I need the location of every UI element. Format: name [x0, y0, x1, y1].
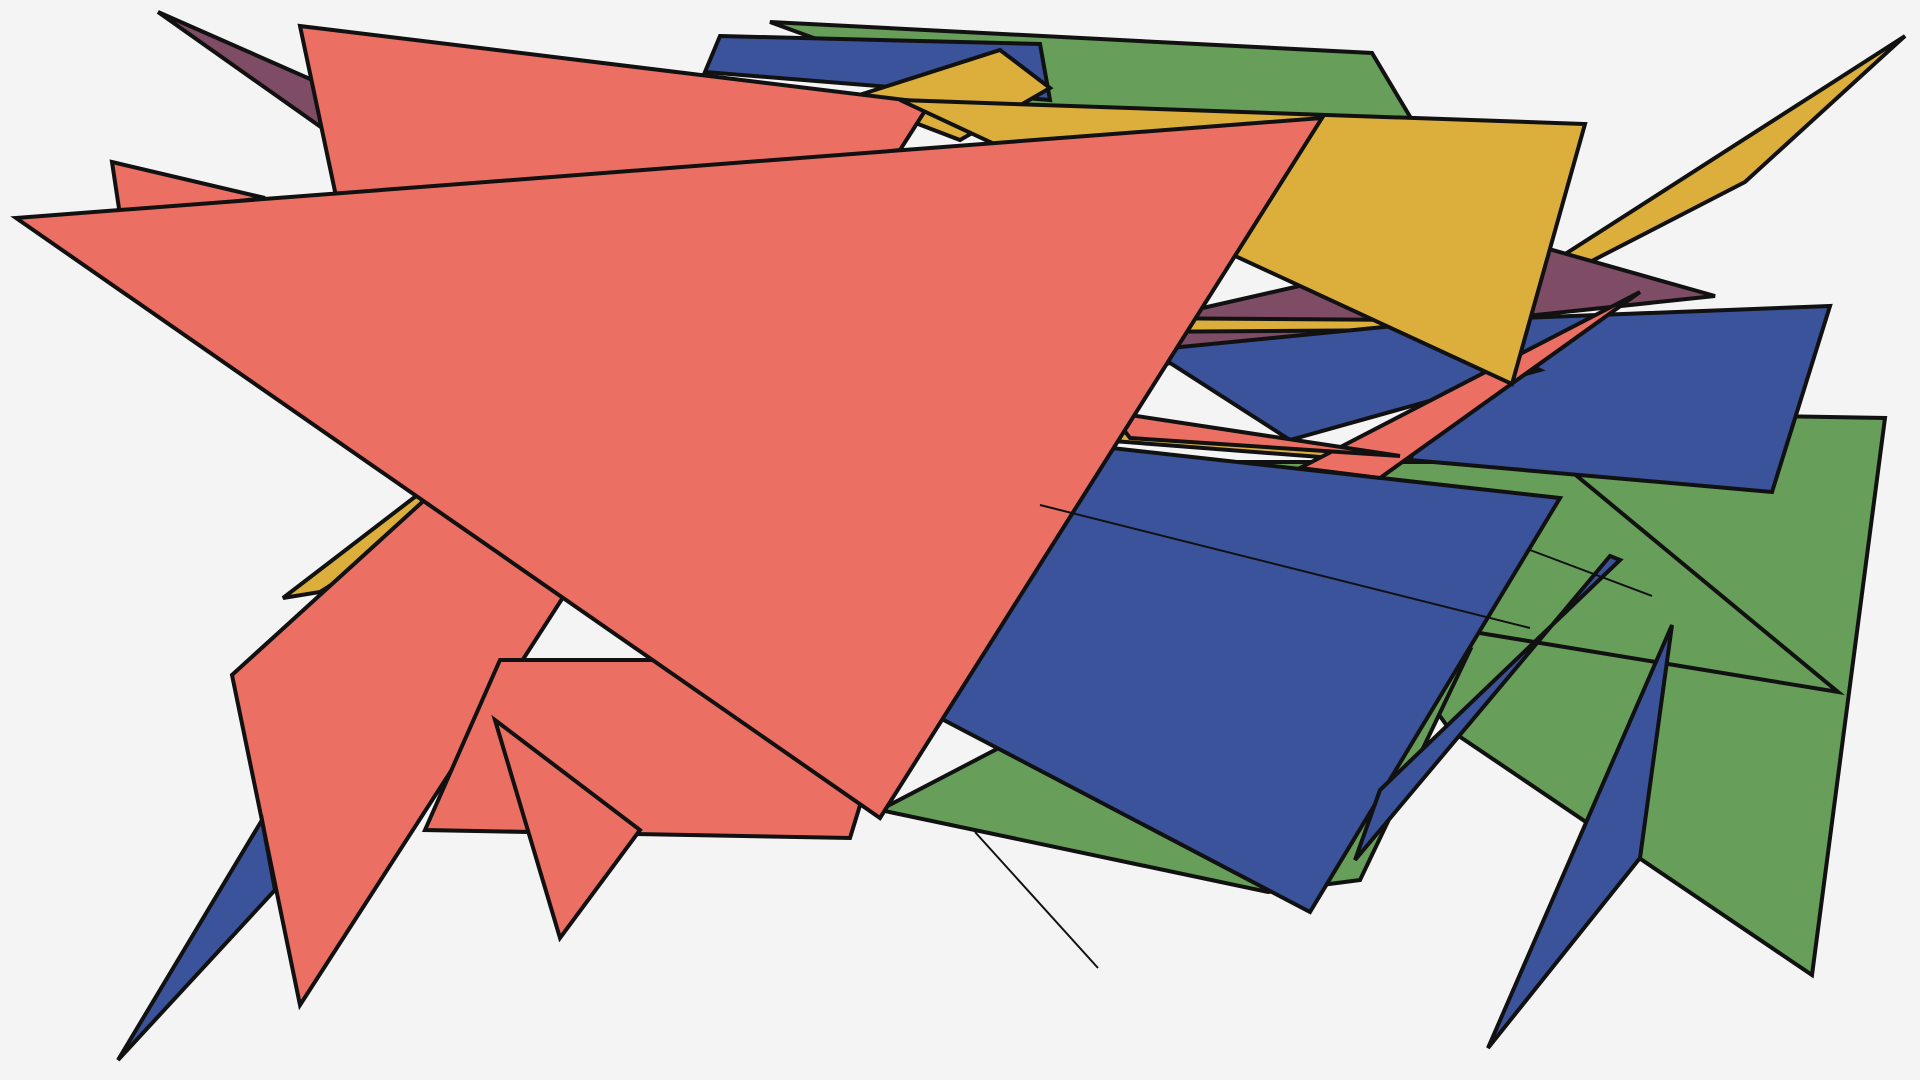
blue-spike-lower-right [1353, 553, 1624, 862]
thin-line-center [1039, 504, 1531, 629]
thin-line-bottom [974, 831, 1099, 969]
gold-shard-top-band [843, 47, 1054, 143]
salmon-triangle-main [10, 115, 1326, 821]
blue-spike-bottom-left [116, 814, 278, 1062]
thin-line-right [1529, 549, 1653, 597]
salmon-shard-lower-mid [491, 714, 643, 943]
blue-spike-bottom-right [1486, 624, 1674, 1050]
